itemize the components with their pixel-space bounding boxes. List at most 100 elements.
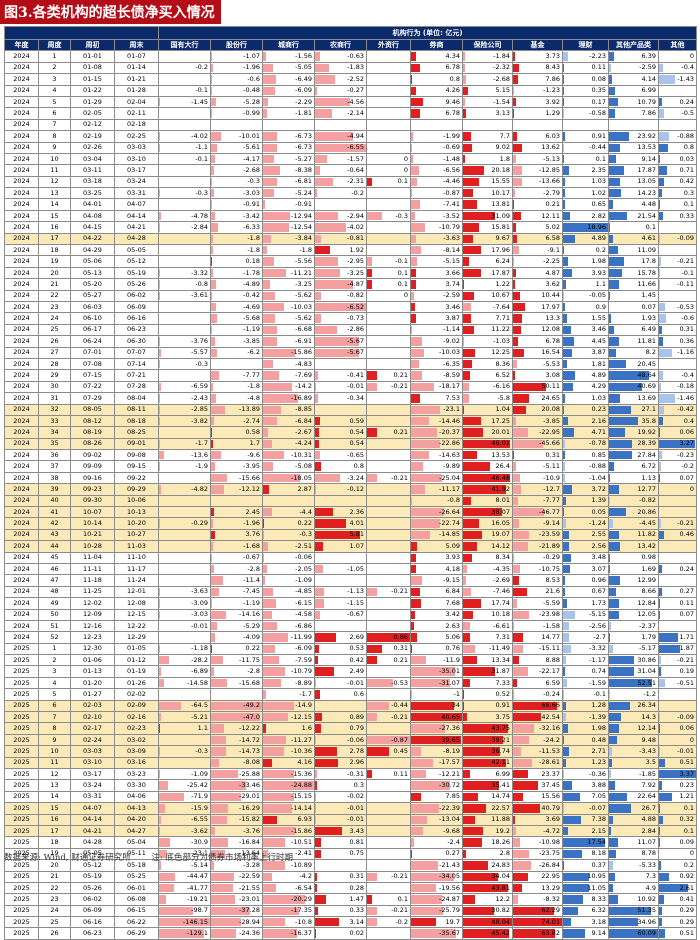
data-bar — [609, 360, 626, 368]
value-text: -1.17 — [589, 656, 606, 664]
value-cell: -2.68 — [463, 74, 513, 85]
value-cell — [211, 119, 263, 130]
value-text: 3.37 — [680, 770, 694, 778]
value-cell: 5.06 — [411, 632, 463, 643]
column-header: 城商行 — [263, 40, 315, 51]
week-end-cell: 03-09 — [115, 746, 159, 757]
value-text: -2.8 — [247, 667, 260, 675]
value-text: -5.59 — [543, 599, 560, 607]
value-cell: 0 — [659, 51, 697, 62]
value-cell: 4.34 — [411, 51, 463, 62]
value-cell: 0 — [367, 153, 411, 164]
week-start-cell: 08-26 — [71, 438, 115, 449]
value-cell: -1.7 — [159, 438, 211, 449]
value-text: -12.85 — [539, 166, 560, 174]
week-cell: 33 — [39, 415, 71, 426]
value-text: -0.5 — [681, 109, 694, 117]
value-cell — [315, 552, 367, 563]
value-cell: -3.61 — [159, 290, 211, 301]
week-end-cell: 04-27 — [115, 825, 159, 836]
value-text: 3.18 — [592, 918, 606, 926]
data-bar — [315, 485, 316, 493]
value-text: -14.2 — [295, 382, 312, 390]
week-end-cell: 03-31 — [115, 188, 159, 199]
value-cell: -6.33 — [211, 222, 263, 233]
value-cell: -0.42 — [211, 290, 263, 301]
value-cell: -5.62 — [263, 290, 315, 301]
value-cell: -22.17 — [513, 666, 563, 677]
data-bar — [609, 155, 616, 163]
data-bar — [411, 770, 426, 778]
value-text: 4.16 — [298, 758, 312, 766]
value-cell: 3.87 — [411, 313, 463, 324]
week-start-cell: 09-02 — [71, 450, 115, 461]
year-cell: 2024 — [5, 336, 39, 347]
value-text: -9.14 — [543, 519, 560, 527]
value-text: 34.96 — [637, 918, 656, 926]
value-cell: -24.2 — [513, 734, 563, 745]
data-bar — [411, 656, 426, 664]
value-text: -9.68 — [443, 827, 460, 835]
week-cell: 2 — [39, 655, 71, 666]
value-cell: 3.66 — [411, 267, 463, 278]
value-cell: -9.15 — [411, 575, 463, 586]
value-cell — [367, 119, 411, 130]
value-cell: -0.1 — [159, 85, 211, 96]
value-text: 4.87 — [546, 269, 560, 277]
data-bar — [513, 497, 518, 505]
value-cell — [367, 609, 411, 620]
value-text: 7.31 — [496, 633, 510, 641]
value-text: 0.07 — [680, 474, 694, 482]
data-bar — [315, 109, 332, 117]
value-cell: 12.11 — [513, 210, 563, 221]
week-cell: 27 — [39, 347, 71, 358]
value-cell — [367, 689, 411, 700]
value-cell: 7.86 — [513, 74, 563, 85]
value-cell: 11.82 — [609, 529, 659, 540]
data-bar — [513, 747, 521, 755]
value-text: 1.22 — [496, 280, 510, 288]
value-text: 7.71 — [496, 314, 510, 322]
week-end-cell: 01-19 — [115, 666, 159, 677]
value-text: 8.78 — [642, 849, 656, 857]
value-text: -14.46 — [439, 417, 460, 425]
week-start-cell: 02-12 — [71, 119, 115, 130]
week-start-cell: 08-12 — [71, 415, 115, 426]
value-cell: 7.3 — [609, 871, 659, 882]
data-bar — [463, 702, 464, 710]
footer-note: 注: 底色部分为债券市场利率上行时期 — [151, 853, 293, 863]
value-text: -0.69 — [443, 143, 460, 151]
value-text: -4.58 — [295, 610, 312, 618]
data-bar — [211, 884, 233, 892]
data-bar — [211, 155, 215, 163]
value-text: 46.48 — [491, 474, 510, 482]
value-text: -1.14 — [443, 325, 460, 333]
value-cell: 0.71 — [659, 165, 697, 176]
week-end-cell: 11-10 — [115, 552, 159, 563]
data-bar — [411, 451, 429, 459]
week-end-cell: 06-08 — [115, 894, 159, 905]
value-text: -0.21 — [391, 587, 408, 595]
week-end-cell: 12-01 — [115, 586, 159, 597]
value-cell: -7.64 — [463, 301, 513, 312]
column-header: 股份行 — [211, 40, 263, 51]
value-text: -37.28 — [239, 906, 260, 914]
value-text: 17.8 — [642, 257, 656, 265]
value-text: -5.27 — [295, 155, 312, 163]
value-text: 1.55 — [592, 314, 606, 322]
value-text: -0.87 — [391, 736, 408, 744]
data-bar — [609, 793, 627, 801]
data-bar — [411, 474, 442, 482]
value-text: 11.09 — [637, 246, 656, 254]
value-cell: 20.45 — [609, 358, 659, 369]
data-bar — [513, 269, 516, 277]
value-cell — [367, 495, 411, 506]
value-text: -14.63 — [439, 451, 460, 459]
data-bar — [659, 75, 675, 83]
